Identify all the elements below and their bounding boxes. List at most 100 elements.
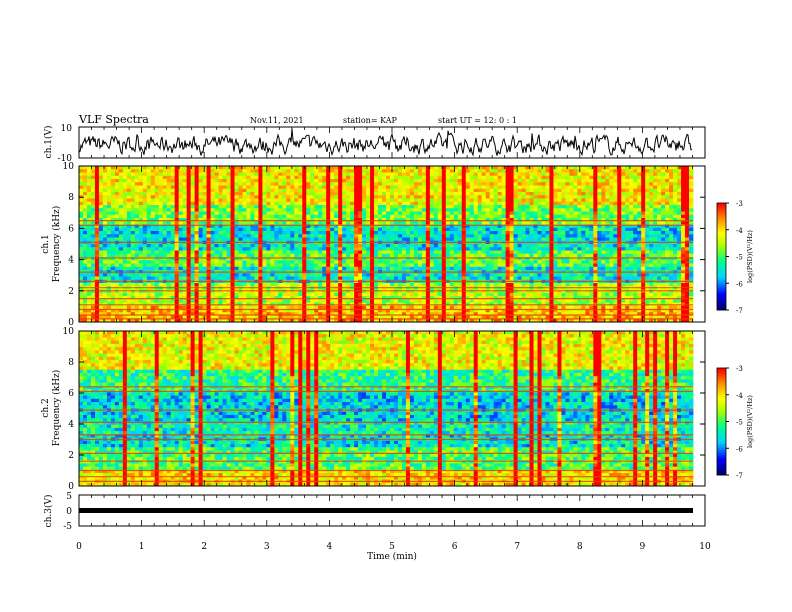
spectrogram-cell: [126, 227, 132, 232]
spectrogram-cell: [581, 188, 586, 193]
spectrogram-cell: [473, 172, 479, 177]
spectrogram-cell: [425, 234, 431, 238]
spectrogram-cell: [465, 266, 471, 271]
spectrogram-cell: [318, 231, 323, 235]
spectrogram-cell: [533, 211, 538, 216]
spectrogram-cell: [294, 201, 299, 206]
spectrogram-cell: [465, 172, 471, 177]
spectrogram-cell: [374, 182, 379, 186]
spectrogram-cell: [242, 201, 247, 206]
spectrogram-cell: [637, 250, 642, 255]
spectrogram-cell: [382, 175, 387, 180]
spectrogram-cell: [445, 247, 451, 251]
spectrogram-cell: [641, 169, 646, 173]
spectrogram-cell: [382, 169, 387, 173]
spectrogram-cell: [549, 237, 554, 242]
spectrogram-cell: [298, 166, 303, 170]
spectrogram-cell: [142, 257, 148, 261]
spectrogram-cell: [106, 208, 112, 212]
spectrogram-cell: [433, 221, 439, 225]
spectrogram-cell: [501, 185, 507, 190]
spectrogram-cell: [409, 237, 415, 242]
spectrogram-cell: [577, 237, 582, 242]
spectrogram-cell: [525, 166, 530, 170]
spectrogram-cell: [346, 185, 351, 190]
spectrogram-cell: [453, 175, 459, 180]
spectrogram-cell: [457, 195, 463, 199]
spectrogram-cell: [342, 218, 347, 222]
spectrogram-cell: [326, 218, 331, 222]
spectrogram-cell: [246, 253, 251, 258]
spectrogram-cell: [537, 169, 542, 173]
spectrogram-cell: [405, 201, 411, 206]
spectrogram-cell: [525, 188, 530, 193]
spectrogram-cell: [118, 218, 124, 222]
spectrogram-cell: [222, 172, 227, 177]
spectrogram-cell: [645, 172, 650, 177]
spectrogram-cell: [222, 234, 227, 238]
spectrogram-cell: [673, 253, 678, 258]
spectrogram-cell: [649, 224, 654, 229]
spectrogram-cell: [262, 175, 267, 180]
spectrogram-cell: [358, 192, 363, 196]
spectrogram-cell: [665, 224, 670, 229]
spectrogram-cell: [90, 214, 96, 219]
spectrogram-cell: [166, 234, 172, 238]
spectrogram-cell: [605, 179, 610, 183]
spectrogram-cell: [669, 182, 674, 186]
spectrogram-cell: [617, 263, 622, 268]
spectrogram-cell: [529, 182, 534, 186]
spectrogram-cell: [517, 257, 522, 261]
spectrogram-cell: [266, 244, 271, 248]
spectrogram-cell: [549, 182, 554, 186]
spectrogram-cell: [186, 179, 192, 183]
spectrogram-cell: [525, 227, 530, 232]
spectrogram-cell: [421, 211, 427, 216]
spectrogram-cell: [461, 188, 467, 193]
spectrogram-cell: [625, 257, 630, 261]
spectrogram-cell: [366, 198, 371, 203]
spectrogram-cell: [673, 218, 678, 222]
spectrogram-cell: [557, 257, 562, 261]
spectrogram-cell: [370, 166, 375, 170]
spectrogram-cell: [397, 172, 403, 177]
spectrogram-cell: [334, 169, 339, 173]
spectrogram-cell: [266, 211, 271, 216]
spectrogram-cell: [226, 227, 231, 232]
spectrogram-cell: [405, 169, 411, 173]
spectrogram-cell: [130, 263, 136, 268]
spectrogram-cell: [677, 185, 682, 190]
spectrogram-cell: [278, 257, 283, 261]
spectrogram-cell: [346, 211, 351, 216]
spectrogram-cell: [166, 188, 172, 193]
spectrogram-cell: [445, 214, 451, 219]
spectrogram-cell: [190, 182, 196, 186]
spectrogram-cell: [174, 253, 180, 258]
spectrogram-cell: [525, 224, 530, 229]
spectrogram-cell: [665, 227, 670, 232]
spectrogram-cell: [485, 227, 491, 232]
spectrogram-cell: [621, 224, 626, 229]
spectrogram-cell: [569, 234, 574, 238]
spectrogram-cell: [182, 211, 188, 216]
spectrogram-cell: [270, 253, 275, 258]
spectrogram-cell: [102, 205, 108, 209]
ch1-waveform-ylabel: ch.1(V): [43, 126, 54, 159]
spectrogram-cell: [90, 250, 96, 255]
spectrogram-cell: [405, 266, 411, 271]
spectrogram-cell: [286, 185, 291, 190]
spectrogram-cell: [314, 188, 319, 193]
spectrogram-cell: [79, 234, 84, 238]
spectrogram-cell: [174, 205, 180, 209]
spectrogram-cell: [290, 237, 295, 242]
spectrogram-cell: [306, 227, 311, 232]
spectrogram-cell: [413, 257, 419, 261]
spectrogram-cell: [417, 250, 423, 255]
spectrogram-cell: [222, 266, 227, 271]
spectrogram-cell: [497, 205, 503, 209]
spectrogram-cell: [609, 172, 614, 177]
spectrogram-cell: [461, 166, 467, 170]
spectrogram-cell: [262, 266, 267, 271]
spectrogram-cell: [126, 244, 132, 248]
spectrogram-cell: [393, 205, 399, 209]
